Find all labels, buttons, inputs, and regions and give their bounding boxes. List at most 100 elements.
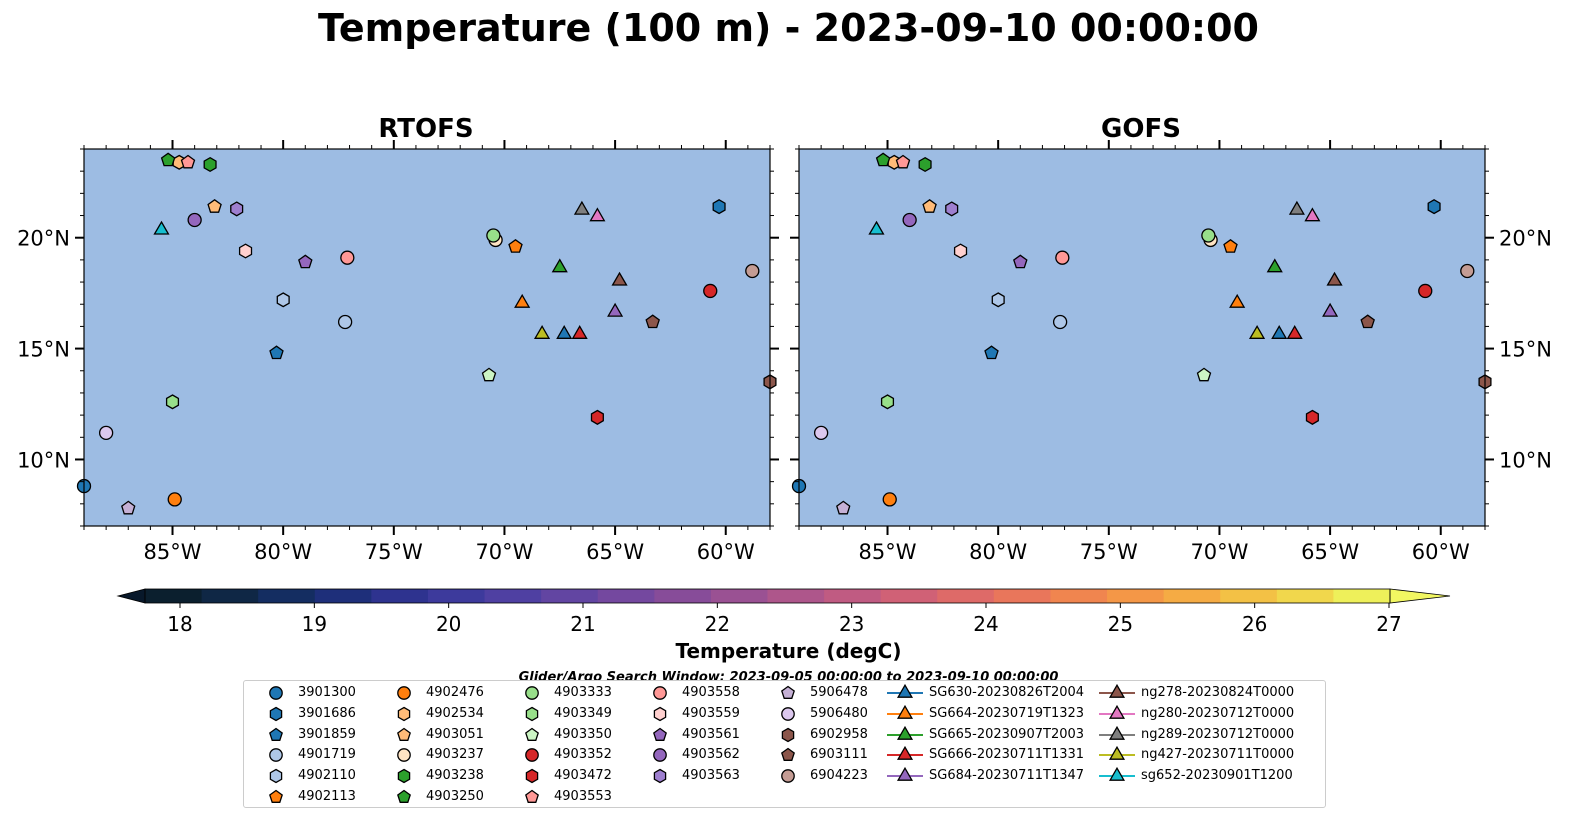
pentagon-marker-icon <box>525 789 539 803</box>
circle-marker-icon <box>525 686 539 700</box>
legend-label: 4903563 <box>682 768 740 784</box>
legend-label: 4903333 <box>554 685 612 700</box>
platform-ng289-20230712T0000 <box>573 200 590 215</box>
triangle-marker-icon <box>1099 767 1135 782</box>
lon-tick-label: 80°W <box>969 540 1027 564</box>
legend-label: ng289-20230712T0000 <box>1141 726 1295 742</box>
platform-SG630-20230826T2004 <box>556 324 573 339</box>
colorbar-tick-label: 26 <box>1242 612 1267 636</box>
hexagon-marker-icon <box>653 706 667 722</box>
platform-4902113 <box>1223 238 1238 253</box>
pentagon-marker-icon <box>269 789 283 803</box>
colorbar-tick-label: 23 <box>839 612 864 636</box>
platform-5906478 <box>121 500 136 515</box>
legend-label: 4903051 <box>426 726 484 742</box>
platform-4903472 <box>1305 409 1319 425</box>
figure-title: Temperature (100 m) - 2023-09-10 00:00:0… <box>317 6 1259 50</box>
legend-label: SG630-20230826T2004 <box>929 685 1085 700</box>
colorbar-tick-label: 24 <box>973 612 998 636</box>
legend-label: 4903558 <box>682 685 740 700</box>
colorbar-under-arrow <box>116 588 146 604</box>
lat-tick-label: 20°N <box>1499 227 1552 251</box>
platform-4902110 <box>991 292 1005 308</box>
platform-4903562 <box>187 212 202 228</box>
platform-4902476 <box>167 492 182 507</box>
circle-marker-icon <box>653 686 667 700</box>
colorbar-swatch <box>767 589 825 603</box>
legend-label: 6904223 <box>810 768 868 784</box>
colorbar-swatch <box>371 589 429 603</box>
legend-label: 4903349 <box>554 705 612 721</box>
platform-4903250 <box>160 152 176 167</box>
panel-title-rtofs: RTOFS <box>378 114 474 144</box>
lon-tick-label: 70°W <box>1190 540 1248 564</box>
hexagon-marker-icon <box>653 768 667 784</box>
platform-SG664-20230719T1323 <box>514 293 531 308</box>
platform-ng427-20230711T0000 <box>1248 325 1266 339</box>
legend-label: 4903553 <box>554 789 612 804</box>
platform-6903111 <box>1360 314 1375 329</box>
platform-6904223 <box>1460 263 1475 279</box>
platform-4903561 <box>298 254 313 269</box>
lon-tick-label: 65°W <box>1301 540 1359 564</box>
legend-label: sg652-20230901T1200 <box>1141 768 1293 784</box>
colorbar-swatch <box>710 589 768 603</box>
legend-label: 4902476 <box>426 685 484 700</box>
platform-4903553 <box>180 154 196 169</box>
lon-tick-label: 80°W <box>254 540 312 564</box>
lon-tick-label: 75°W <box>1080 540 1138 564</box>
colorbar-tick-label: 21 <box>570 612 595 636</box>
circle-marker-icon <box>781 769 795 784</box>
platform-4901719 <box>337 314 353 330</box>
circle-marker-icon <box>269 686 283 700</box>
platform-4903333 <box>1201 228 1216 243</box>
lat-tick-label: 10°N <box>17 448 70 472</box>
land-florida <box>219 149 260 150</box>
platform-SG664-20230719T1323 <box>1229 293 1246 308</box>
platform-4903561 <box>1013 254 1028 269</box>
legend-label: 4902110 <box>298 768 356 784</box>
hexagon-marker-icon <box>525 706 539 722</box>
pentagon-marker-icon <box>397 789 411 803</box>
platform-4903553 <box>895 154 911 169</box>
legend-label: 4903559 <box>682 705 740 721</box>
colorbar-swatch <box>1220 589 1278 603</box>
triangle-marker-icon <box>1099 746 1135 761</box>
legend-label: ng278-20230824T0000 <box>1141 685 1295 700</box>
colorbar-swatch <box>314 589 372 603</box>
legend-label: 4902534 <box>426 705 484 721</box>
platform-4903349 <box>880 394 895 410</box>
colorbar-swatch <box>654 589 712 603</box>
platform-3901859 <box>984 345 999 360</box>
pentagon-marker-icon <box>653 727 667 741</box>
platform-3901686 <box>1427 199 1441 215</box>
legend-label: SG665-20230907T2003 <box>929 726 1085 742</box>
hexagon-marker-icon <box>397 706 411 722</box>
colorbar-label: Temperature (degC) <box>675 639 902 663</box>
legend-label: 4903562 <box>682 747 740 763</box>
lon-tick-label: 70°W <box>475 540 533 564</box>
platform-ng278-20230824T0000 <box>1326 271 1343 286</box>
legend-label: 4901719 <box>298 747 356 763</box>
triangle-marker-icon <box>887 683 923 698</box>
platform-4903051 <box>207 198 222 213</box>
colorbar-swatch <box>1163 589 1221 603</box>
triangle-marker-icon <box>1099 683 1135 698</box>
colorbar-swatch <box>824 589 882 603</box>
platform-3901859 <box>269 345 284 360</box>
platform-4903349 <box>165 394 180 410</box>
colorbar-tick-label: 20 <box>436 612 461 636</box>
pentagon-marker-icon <box>397 727 411 741</box>
colorbar-swatch <box>1276 589 1334 603</box>
legend-label: 4903472 <box>554 768 612 784</box>
platform-5906480 <box>813 425 829 441</box>
platform-4903352 <box>703 283 718 299</box>
lon-tick-label: 75°W <box>365 540 423 564</box>
triangle-marker-icon <box>887 746 923 761</box>
platform-ng280-20230712T0000 <box>1304 207 1321 222</box>
legend-label: 5906478 <box>810 685 868 700</box>
platform-ng278-20230824T0000 <box>611 271 628 286</box>
circle-marker-icon <box>653 748 667 763</box>
lat-tick-label: 10°N <box>1499 448 1552 472</box>
panel-title-gofs: GOFS <box>1101 114 1181 144</box>
